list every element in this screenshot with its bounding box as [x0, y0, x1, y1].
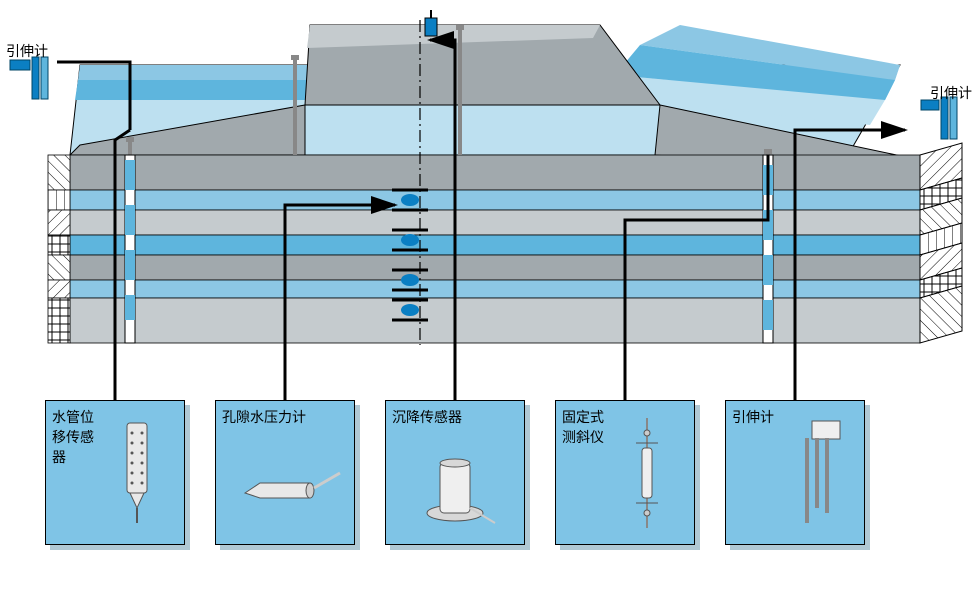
settlement-icon	[392, 427, 518, 538]
card-label: 引伸计	[732, 407, 776, 538]
card-label: 孔隙水压力计	[222, 407, 348, 427]
piezometer-icon	[222, 427, 348, 538]
card-piezometer: 孔隙水压力计	[215, 400, 355, 545]
card-label: 固定式测斜仪	[562, 407, 606, 538]
extensometer-icon	[776, 407, 858, 538]
card-extensometer: 引伸计	[725, 400, 865, 545]
card-label: 沉降传感器	[392, 407, 518, 427]
inclinometer-icon	[606, 407, 688, 538]
extensometer-left-label: 引伸计	[6, 42, 48, 60]
card-settlement-sensor: 沉降传感器	[385, 400, 525, 545]
water-pipe-icon	[96, 407, 178, 538]
card-water-pipe-sensor: 水管位移传感器	[45, 400, 185, 545]
card-inclinometer: 固定式测斜仪	[555, 400, 695, 545]
extensometer-right-label: 引伸计	[930, 84, 972, 102]
card-label: 水管位移传感器	[52, 407, 96, 538]
